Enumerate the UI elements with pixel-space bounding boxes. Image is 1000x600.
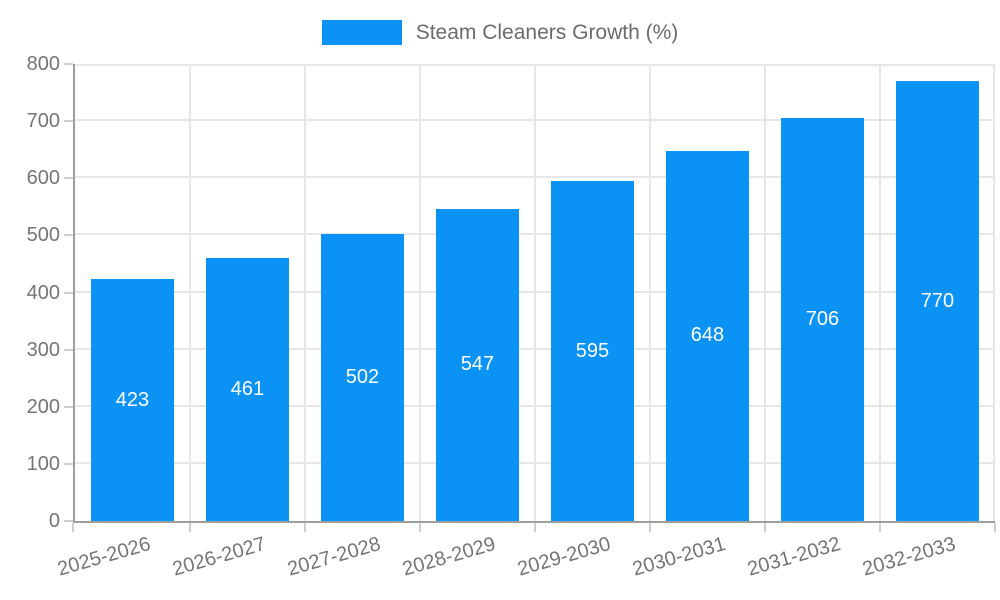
y-axis-tick <box>64 520 73 522</box>
legend-color-swatch <box>321 20 402 45</box>
bar-2031-2032[interactable]: 706 <box>781 117 864 521</box>
bar-value-label: 502 <box>345 366 380 389</box>
x-axis-tick <box>304 523 306 532</box>
x-axis-tick <box>764 523 766 532</box>
x-axis-tick-label: 2031-2032 <box>744 533 843 581</box>
y-axis-tick <box>64 462 73 465</box>
bar-value-label: 648 <box>690 324 725 347</box>
x-axis-tick-label: 2029-2030 <box>514 533 613 581</box>
gridline-vertical <box>304 64 306 521</box>
y-axis-tick <box>64 291 73 294</box>
bar-2025-2026[interactable]: 423 <box>91 279 174 521</box>
bar-2029-2030[interactable]: 595 <box>551 181 634 521</box>
x-axis-tick-label: 2025-2026 <box>54 533 153 581</box>
x-axis-tick <box>649 523 651 532</box>
gridline-vertical <box>993 64 995 521</box>
gridline-vertical <box>189 64 191 521</box>
gridline-vertical <box>879 64 881 521</box>
y-axis-tick-label: 200 <box>26 395 60 418</box>
y-axis-tick <box>64 234 73 237</box>
gridline-vertical <box>419 64 421 521</box>
gridline-vertical <box>649 64 651 521</box>
bar-2026-2027[interactable]: 461 <box>206 257 289 521</box>
y-axis-tick-label: 100 <box>26 452 60 475</box>
x-axis-tick-label: 2032-2033 <box>859 533 958 581</box>
x-axis-tick-label: 2026-2027 <box>169 533 268 581</box>
bar-2030-2031[interactable]: 648 <box>666 150 749 521</box>
x-axis-tick <box>72 523 74 532</box>
bar-2027-2028[interactable]: 502 <box>321 234 404 521</box>
y-axis-tick-label: 800 <box>26 53 60 75</box>
x-axis-tick <box>994 523 996 532</box>
bar-2032-2033[interactable]: 770 <box>896 81 979 521</box>
plot-area: 423 461 502 547 595 648 706 770 <box>73 64 995 523</box>
legend-label: Steam Cleaners Growth (%) <box>415 20 679 44</box>
x-axis-tick <box>534 523 536 532</box>
y-axis-tick-label: 400 <box>26 281 60 304</box>
x-axis-tick-label: 2030-2031 <box>629 533 728 581</box>
y-axis-tick <box>64 405 73 408</box>
x-axis-tick-label: 2027-2028 <box>284 533 383 581</box>
bar-value-label: 595 <box>575 339 610 362</box>
y-axis-tick-label: 300 <box>26 338 60 361</box>
bar-value-label: 706 <box>805 307 840 330</box>
x-axis-tick-label: 2028-2029 <box>399 533 498 581</box>
gridline-vertical <box>764 64 766 521</box>
y-axis-tick-label: 700 <box>26 110 60 133</box>
x-axis-tick <box>419 523 421 532</box>
y-axis-tick <box>64 177 73 180</box>
bar-value-label: 547 <box>460 353 495 376</box>
y-axis-tick-label: 0 <box>48 510 60 532</box>
x-axis-tick <box>189 523 191 532</box>
gridline-vertical <box>534 64 536 521</box>
y-axis-tick <box>64 348 73 351</box>
chart-legend: Steam Cleaners Growth (%) <box>0 20 1000 45</box>
bar-2028-2029[interactable]: 547 <box>436 208 519 521</box>
x-axis-tick <box>879 523 881 532</box>
y-axis-tick-label: 600 <box>26 167 60 190</box>
y-axis-tick-label: 500 <box>26 224 60 247</box>
bar-value-label: 423 <box>115 388 150 411</box>
y-axis-tick <box>64 120 73 123</box>
bar-value-label: 770 <box>920 289 955 312</box>
y-axis-tick <box>64 63 73 65</box>
bar-value-label: 461 <box>230 377 265 400</box>
legend-item[interactable]: Steam Cleaners Growth (%) <box>321 20 679 45</box>
